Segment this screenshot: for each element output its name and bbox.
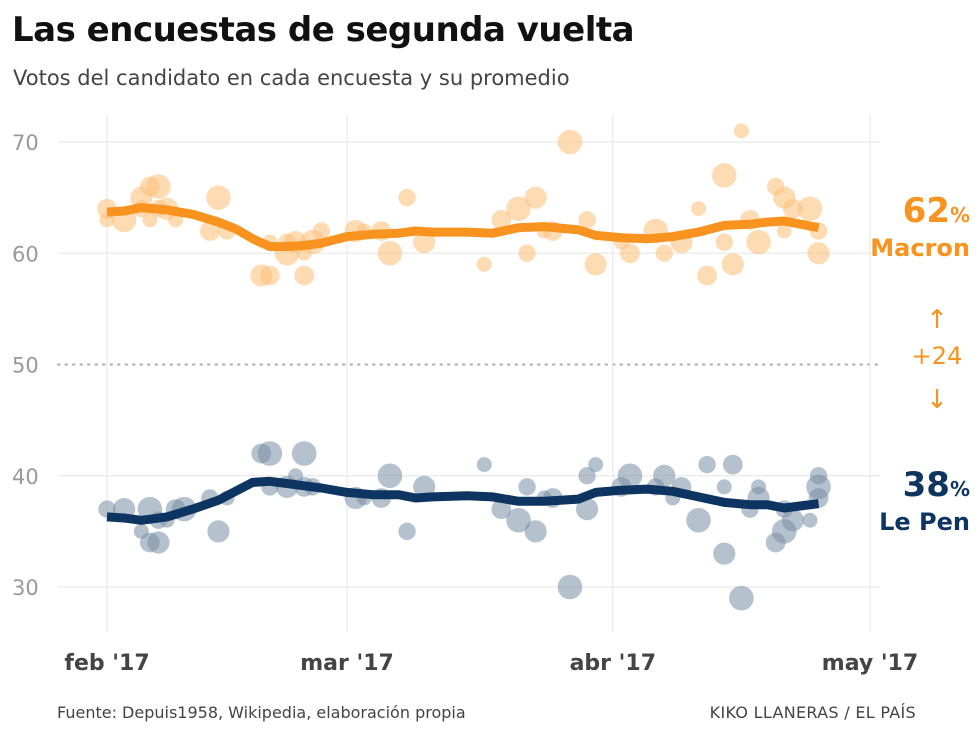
lepen-poll-dot xyxy=(722,454,743,475)
macron-poll-dot xyxy=(584,253,607,276)
lepen-poll-dot xyxy=(377,463,403,489)
macron-poll-dot xyxy=(491,209,512,230)
lepen-end-unit: % xyxy=(950,477,970,501)
lepen-poll-dot xyxy=(713,542,736,565)
lepen-name-label: Le Pen xyxy=(879,508,970,536)
lepen-poll-dot xyxy=(588,457,604,473)
macron-poll-dot xyxy=(807,242,830,265)
macron-poll-dot xyxy=(782,198,803,219)
lepen-poll-dot xyxy=(802,512,818,528)
macron-poll-dot xyxy=(518,244,536,262)
macron-end-value: 62% xyxy=(903,191,970,231)
lepen-poll-dot xyxy=(147,531,170,554)
macron-poll-dot xyxy=(413,231,436,254)
y-tick-label: 50 xyxy=(12,354,39,378)
grid xyxy=(57,115,881,632)
macron-poll-dot xyxy=(715,233,733,251)
chart-subtitle: Votos del candidato en cada encuesta y s… xyxy=(13,66,570,90)
lepen-poll-dot xyxy=(729,585,754,611)
credit-note: KIKO LLANERAS / EL PAÍS xyxy=(709,703,916,722)
macron-poll-dot xyxy=(377,240,403,266)
macron-poll-dot xyxy=(294,265,315,286)
macron-poll-dot xyxy=(691,201,707,217)
macron-poll-dot xyxy=(312,222,331,240)
x-tick-label: mar '17 xyxy=(300,651,394,676)
lepen-poll-dot xyxy=(653,464,676,487)
labels: 30 40 50 60 70 feb '17 mar '17 abr '17 may '17 62… xyxy=(12,131,970,676)
lepen-poll-dot xyxy=(207,520,230,543)
lepen-poll-dot xyxy=(413,475,436,498)
macron-poll-dot xyxy=(797,196,823,222)
lepen-poll-dot xyxy=(716,479,732,495)
macron-poll-dot xyxy=(142,212,158,228)
y-tick-label: 60 xyxy=(12,242,39,266)
poll-dots xyxy=(97,123,831,611)
lepen-poll-dot xyxy=(809,467,828,485)
macron-poll-dot xyxy=(199,221,220,241)
macron-average-line xyxy=(106,203,820,252)
macron-poll-dot xyxy=(578,211,596,229)
lepen-poll-dot xyxy=(698,455,716,474)
gap-label: +24 xyxy=(912,342,963,370)
macron-poll-dot xyxy=(733,123,749,139)
x-tick-label: feb '17 xyxy=(64,651,149,676)
lepen-poll-dot xyxy=(291,441,317,466)
x-tick-label: abr '17 xyxy=(570,651,656,676)
macron-poll-dot xyxy=(620,243,640,264)
macron-poll-dot xyxy=(721,253,744,276)
chart-title: Las encuestas de segunda vuelta xyxy=(12,10,635,50)
lepen-average-line xyxy=(106,476,820,525)
y-tick-label: 40 xyxy=(12,465,39,489)
macron-poll-dot xyxy=(476,256,492,272)
macron-end-number: 62 xyxy=(903,191,950,231)
x-tick-label: may '17 xyxy=(822,651,918,676)
lepen-poll-dot xyxy=(476,457,492,473)
arrow-up-icon: ↑ xyxy=(926,305,948,335)
macron-poll-dot xyxy=(746,229,771,255)
y-tick-label: 30 xyxy=(12,576,39,600)
lepen-poll-dot xyxy=(398,522,416,541)
macron-poll-dot xyxy=(146,174,171,199)
lepen-end-number: 38 xyxy=(903,465,950,505)
lepen-poll-dot xyxy=(578,467,596,485)
macron-poll-dot xyxy=(776,223,792,239)
lepen-end-value: 38% xyxy=(903,465,970,505)
macron-poll-dot xyxy=(697,265,718,286)
macron-name-label: Macron xyxy=(870,234,970,262)
source-note: Fuente: Depuis1958, Wikipedia, elaboraci… xyxy=(57,703,466,722)
macron-poll-dot xyxy=(206,185,231,210)
lepen-poll-dot xyxy=(506,507,531,533)
lepen-poll-dot xyxy=(257,441,283,466)
lepen-poll-dot xyxy=(518,478,536,496)
macron-poll-dot xyxy=(259,265,280,286)
average-lines xyxy=(106,203,820,525)
macron-poll-dot xyxy=(711,163,737,188)
macron-poll-dot xyxy=(506,196,531,222)
arrow-down-icon: ↓ xyxy=(926,385,948,415)
lepen-poll-dot xyxy=(686,507,711,533)
macron-poll-dot xyxy=(524,186,547,209)
y-tick-label: 70 xyxy=(12,131,39,155)
macron-poll-dot xyxy=(655,244,673,262)
lepen-poll-dot xyxy=(524,520,547,543)
lepen-poll-dot xyxy=(491,499,512,520)
macron-poll-dot xyxy=(398,188,416,207)
lepen-poll-dot xyxy=(557,574,583,600)
lepen-poll-dot xyxy=(617,463,643,489)
lepen-poll-dot xyxy=(781,509,804,532)
lepen-poll-dot xyxy=(751,479,767,495)
macron-end-unit: % xyxy=(950,203,970,227)
macron-poll-dot xyxy=(557,129,583,155)
lepen-poll-dot xyxy=(575,498,599,521)
